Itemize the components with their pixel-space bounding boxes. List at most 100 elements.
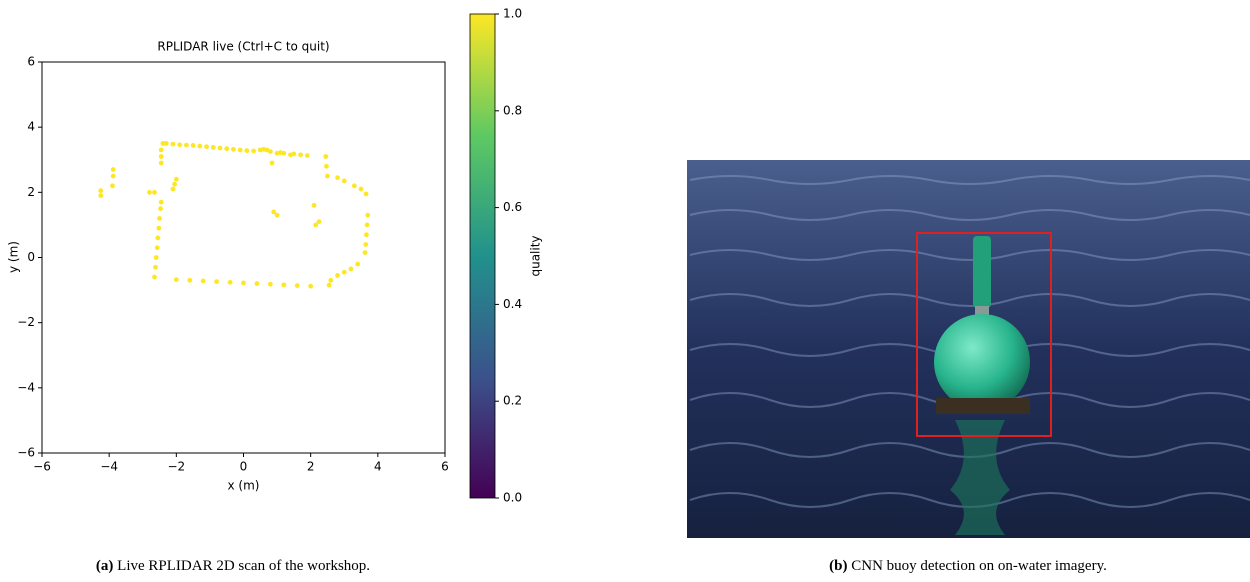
y-tick-label: −6 bbox=[17, 446, 35, 460]
point bbox=[177, 142, 183, 148]
y-tick-label: 2 bbox=[27, 185, 35, 199]
point bbox=[324, 163, 329, 169]
point bbox=[153, 264, 158, 270]
plot-frame bbox=[41, 61, 446, 454]
point bbox=[227, 279, 233, 285]
point bbox=[308, 283, 314, 289]
point bbox=[184, 142, 189, 148]
x-tick-label: 2 bbox=[307, 460, 315, 474]
point bbox=[187, 277, 193, 283]
colorbar-tick-label: 1.0 bbox=[503, 7, 522, 21]
buoy-ball bbox=[934, 314, 1030, 410]
caption-label: (b) bbox=[829, 558, 847, 574]
point bbox=[311, 202, 317, 208]
point bbox=[274, 212, 280, 218]
point bbox=[231, 146, 236, 152]
buoy-pole bbox=[973, 236, 991, 308]
x-tick-label: −6 bbox=[33, 460, 51, 474]
point bbox=[341, 269, 347, 275]
point bbox=[363, 191, 369, 197]
point bbox=[160, 141, 166, 146]
point bbox=[190, 143, 196, 148]
point bbox=[241, 280, 246, 286]
x-tick-label: −4 bbox=[100, 460, 118, 474]
photo bbox=[687, 160, 1250, 538]
point bbox=[173, 277, 179, 283]
point bbox=[281, 150, 287, 156]
point bbox=[224, 146, 230, 152]
chart-title: RPLIDAR live (Ctrl+C to quit) bbox=[157, 40, 329, 54]
point bbox=[313, 222, 319, 228]
point bbox=[154, 245, 160, 251]
point bbox=[335, 273, 340, 278]
point bbox=[173, 176, 179, 182]
point bbox=[251, 148, 256, 154]
point bbox=[152, 274, 157, 280]
x-tick-label: −2 bbox=[167, 460, 185, 474]
point bbox=[269, 160, 275, 166]
point bbox=[170, 141, 176, 147]
caption-a: (a) Live RPLIDAR 2D scan of the workshop… bbox=[96, 558, 370, 574]
caption-text: CNN buoy detection on on-water imagery. bbox=[851, 558, 1107, 574]
point bbox=[351, 183, 357, 189]
point bbox=[158, 154, 164, 159]
y-tick-label: −2 bbox=[17, 315, 35, 329]
point bbox=[267, 149, 273, 155]
point bbox=[98, 193, 104, 198]
caption-label: (a) bbox=[96, 558, 114, 574]
x-axis-label: x (m) bbox=[228, 479, 260, 493]
point bbox=[158, 199, 164, 205]
point bbox=[237, 147, 243, 153]
y-axis-label: y (m) bbox=[7, 241, 21, 273]
point bbox=[170, 186, 176, 192]
point bbox=[244, 148, 250, 154]
point bbox=[214, 279, 220, 285]
point bbox=[254, 281, 260, 286]
point bbox=[304, 153, 310, 158]
point bbox=[298, 152, 303, 158]
point bbox=[358, 186, 364, 192]
y-tick-label: 0 bbox=[27, 250, 35, 264]
y-tick-label: 4 bbox=[27, 120, 35, 134]
point bbox=[281, 282, 287, 288]
point bbox=[364, 232, 369, 238]
x-tick-label: 6 bbox=[441, 460, 449, 474]
point bbox=[217, 145, 223, 151]
detection-box bbox=[916, 232, 1052, 437]
x-tick-label: 4 bbox=[374, 460, 382, 474]
point bbox=[325, 173, 330, 179]
point bbox=[157, 216, 162, 221]
point bbox=[328, 277, 334, 283]
caption-b: (b) CNN buoy detection on on-water image… bbox=[829, 558, 1107, 574]
y-tick-label: −4 bbox=[17, 380, 35, 394]
point bbox=[158, 147, 164, 153]
colorbar bbox=[469, 13, 496, 499]
point bbox=[362, 250, 368, 256]
point bbox=[355, 261, 361, 267]
point bbox=[197, 143, 203, 149]
point bbox=[323, 154, 329, 159]
x-tick-label: 0 bbox=[240, 460, 248, 474]
point bbox=[348, 266, 354, 272]
point bbox=[110, 167, 116, 172]
point bbox=[152, 189, 157, 195]
colorbar-tick-label: 0.2 bbox=[503, 394, 522, 408]
point bbox=[110, 183, 115, 189]
point bbox=[294, 283, 300, 288]
point bbox=[98, 188, 104, 194]
point bbox=[163, 141, 169, 146]
point bbox=[155, 235, 161, 241]
colorbar-tick-label: 0.0 bbox=[503, 491, 522, 505]
caption-text: Live RPLIDAR 2D scan of the workshop. bbox=[117, 558, 370, 574]
point bbox=[200, 278, 206, 284]
point bbox=[147, 189, 152, 195]
y-tick-label: 6 bbox=[27, 55, 35, 69]
point bbox=[291, 151, 297, 157]
colorbar-tick-label: 0.8 bbox=[503, 103, 522, 117]
point bbox=[267, 281, 273, 287]
point bbox=[204, 144, 209, 150]
point bbox=[210, 144, 216, 150]
point bbox=[156, 225, 162, 231]
reflection bbox=[950, 420, 1010, 535]
